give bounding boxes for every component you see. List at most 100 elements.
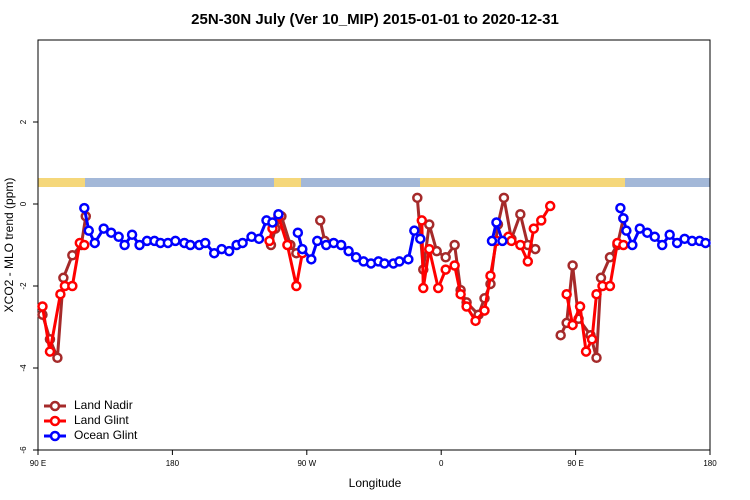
point xyxy=(621,225,632,236)
point xyxy=(424,219,435,230)
y-tick-label: 2 xyxy=(19,119,28,124)
y-tick-label: -6 xyxy=(19,446,28,454)
point xyxy=(379,258,390,269)
point xyxy=(491,217,502,228)
point xyxy=(530,243,541,255)
point xyxy=(208,247,220,259)
point xyxy=(264,235,275,247)
x-tick-label: 90 E xyxy=(30,459,46,468)
point xyxy=(618,239,629,251)
point xyxy=(58,272,69,284)
point xyxy=(634,223,646,234)
point xyxy=(486,235,498,247)
chart-title: 25N-30N July (Ver 10_MIP) 2015-01-01 to … xyxy=(191,11,559,28)
legend-label: Ocean Glint xyxy=(74,428,138,442)
point xyxy=(544,200,556,212)
point xyxy=(253,233,265,245)
point xyxy=(470,315,481,327)
point xyxy=(449,239,460,251)
point xyxy=(595,272,607,284)
point xyxy=(267,217,278,228)
point xyxy=(449,260,460,271)
point xyxy=(409,225,420,236)
point xyxy=(403,254,414,265)
point xyxy=(567,319,578,331)
point xyxy=(314,215,326,226)
point xyxy=(415,233,426,245)
point xyxy=(561,288,572,300)
y-axis-label: XCO2 - MLO trend (ppm) xyxy=(2,178,16,313)
point xyxy=(343,245,354,257)
point xyxy=(418,282,429,294)
legend-label: Land Nadir xyxy=(74,398,133,412)
point xyxy=(528,223,540,234)
point xyxy=(536,215,547,226)
point xyxy=(574,301,586,312)
legend-label: Land Glint xyxy=(74,413,129,427)
x-axis-label: Longitude xyxy=(349,476,402,490)
point xyxy=(335,239,347,251)
x-tick-label: 90 W xyxy=(297,459,316,468)
point xyxy=(113,231,124,243)
point xyxy=(291,280,302,292)
point xyxy=(591,288,602,300)
land-ocean-band xyxy=(38,178,710,187)
point xyxy=(273,209,284,220)
point xyxy=(98,223,109,234)
land-band xyxy=(274,178,301,187)
point xyxy=(412,192,423,204)
x-tick-label: 90 E xyxy=(567,459,583,468)
point xyxy=(424,243,435,255)
point xyxy=(237,237,248,249)
point xyxy=(461,301,472,312)
point xyxy=(394,256,405,267)
point xyxy=(83,225,95,236)
point xyxy=(586,334,598,345)
ocean-band xyxy=(38,178,710,187)
point xyxy=(656,239,668,251)
point xyxy=(79,202,90,214)
point xyxy=(292,227,304,238)
point xyxy=(555,329,566,341)
legend-marker xyxy=(49,400,61,412)
point xyxy=(497,235,508,247)
point xyxy=(119,239,130,251)
point xyxy=(416,215,428,226)
point xyxy=(440,264,451,275)
point xyxy=(312,235,323,247)
point xyxy=(515,209,526,220)
point xyxy=(67,250,78,261)
point xyxy=(297,243,308,255)
point xyxy=(223,245,235,257)
land-band xyxy=(38,178,85,187)
point xyxy=(604,280,616,292)
point xyxy=(485,270,496,281)
point xyxy=(170,235,181,247)
point xyxy=(44,346,56,357)
point xyxy=(479,305,490,316)
point xyxy=(515,239,526,251)
point xyxy=(498,192,510,204)
point xyxy=(37,301,48,312)
y-tick-label: 0 xyxy=(19,201,28,206)
point xyxy=(432,282,444,294)
point xyxy=(580,346,592,357)
point xyxy=(455,288,466,300)
point xyxy=(671,237,683,249)
point xyxy=(306,254,317,265)
point xyxy=(350,252,362,263)
point xyxy=(627,239,638,251)
point xyxy=(126,229,138,240)
point xyxy=(134,239,145,251)
point xyxy=(200,237,211,249)
point xyxy=(649,231,660,243)
y-tick-label: -2 xyxy=(19,282,28,290)
point xyxy=(700,237,711,249)
point xyxy=(642,227,653,238)
point xyxy=(52,352,63,363)
x-tick-label: 180 xyxy=(166,459,180,468)
point xyxy=(67,280,78,292)
legend-marker xyxy=(49,430,61,442)
land-band xyxy=(420,178,625,187)
